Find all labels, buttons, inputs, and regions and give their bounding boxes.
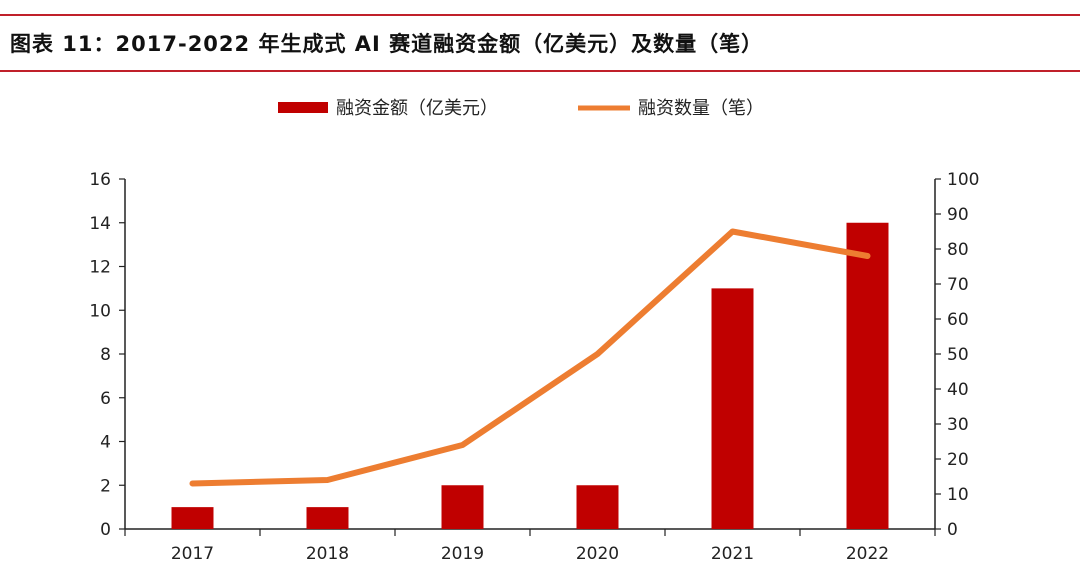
x-tick-label: 2018 bbox=[306, 544, 349, 564]
left-tick-label: 14 bbox=[89, 214, 111, 234]
top-rule bbox=[0, 14, 1080, 16]
bar-2021 bbox=[711, 288, 754, 529]
line-series bbox=[189, 228, 871, 487]
right-tick-label: 70 bbox=[947, 275, 969, 295]
bar-2017 bbox=[171, 507, 214, 529]
x-tick-label: 2017 bbox=[171, 544, 214, 564]
left-tick-label: 12 bbox=[89, 258, 111, 278]
left-tick-label: 4 bbox=[100, 433, 111, 453]
bar-2020 bbox=[576, 485, 619, 529]
bar-2022 bbox=[846, 222, 889, 529]
right-tick-label: 80 bbox=[947, 240, 969, 260]
right-tick-label: 60 bbox=[947, 310, 969, 330]
legend-bar-label: 融资金额（亿美元） bbox=[336, 98, 498, 119]
left-tick-label: 0 bbox=[100, 520, 111, 540]
right-tick-label: 0 bbox=[947, 520, 958, 540]
x-tick-label: 2020 bbox=[576, 544, 619, 564]
left-tick-label: 16 bbox=[89, 170, 111, 190]
chart-title: 图表 11：2017-2022 年生成式 AI 赛道融资金额（亿美元）及数量（笔… bbox=[10, 32, 764, 56]
right-tick-label: 20 bbox=[947, 450, 969, 470]
legend-line-label: 融资数量（笔） bbox=[638, 98, 764, 119]
x-tick-label: 2022 bbox=[846, 544, 889, 564]
right-tick-label: 100 bbox=[947, 170, 979, 190]
right-tick-label: 40 bbox=[947, 380, 969, 400]
bar-2018 bbox=[306, 507, 349, 529]
right-tick-label: 30 bbox=[947, 415, 969, 435]
right-tick-label: 10 bbox=[947, 485, 969, 505]
left-tick-label: 10 bbox=[89, 301, 111, 321]
left-tick-label: 8 bbox=[100, 345, 111, 365]
x-tick-label: 2021 bbox=[711, 544, 754, 564]
bar-2019 bbox=[441, 485, 484, 529]
legend-bar-swatch bbox=[278, 102, 328, 113]
left-tick-label: 2 bbox=[100, 476, 111, 496]
left-tick-label: 6 bbox=[100, 389, 111, 409]
bottom-rule bbox=[0, 70, 1080, 72]
right-tick-label: 90 bbox=[947, 205, 969, 225]
x-tick-label: 2019 bbox=[441, 544, 484, 564]
right-tick-label: 50 bbox=[947, 345, 969, 365]
